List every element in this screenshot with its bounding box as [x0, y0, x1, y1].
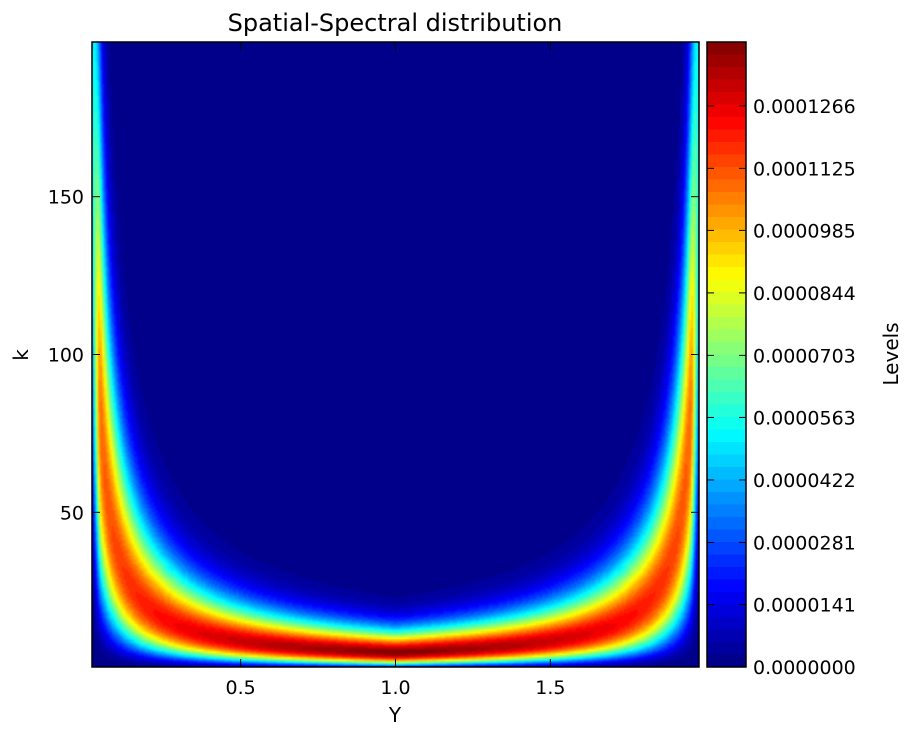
colorbar: 0.0000000 0.0000141 0.0000281 0.0000422 0.00…: [706, 41, 903, 679]
y-tick-label: 100: [48, 345, 84, 367]
x-tick-label: 0.5: [226, 677, 256, 699]
colorbar-frame: [706, 41, 747, 668]
colorbar-tick-label: 0.0000141: [753, 595, 856, 617]
plot-area: [92, 42, 699, 667]
colorbar-label: Levels: [879, 322, 903, 385]
colorbar-tick-label: 0.0000703: [753, 345, 856, 367]
x-axis-label: Y: [388, 703, 402, 727]
colorbar-tick-label: 0.0001266: [753, 96, 856, 118]
colorbar-tick-label: 0.0000563: [753, 407, 856, 429]
y-axis-label: k: [9, 349, 33, 361]
heatmap-raster: [92, 42, 699, 667]
y-tick-label: 50: [60, 502, 84, 524]
colorbar-tick-label: 0.0000985: [753, 220, 856, 242]
y-tick-label: 150: [48, 187, 84, 209]
colorbar-tick-label: 0.0000844: [753, 283, 856, 305]
colorbar-tick-label: 0.0000281: [753, 532, 856, 554]
x-axis: 0.5 1.0 1.5: [226, 42, 565, 699]
chart-title: Spatial-Spectral distribution: [228, 9, 563, 37]
colorbar-tick-label: 0.0001125: [753, 158, 856, 180]
colorbar-ticks: 0.0000000 0.0000141 0.0000281 0.0000422 0.00…: [707, 96, 856, 679]
y-axis: 50 100 150: [48, 187, 699, 524]
colorbar-tick-label: 0.0000000: [753, 657, 856, 679]
x-tick-label: 1.5: [535, 677, 565, 699]
colorbar-tick-label: 0.0000422: [753, 470, 856, 492]
colorbar-gradient: [707, 42, 746, 667]
x-tick-label: 1.0: [380, 677, 410, 699]
